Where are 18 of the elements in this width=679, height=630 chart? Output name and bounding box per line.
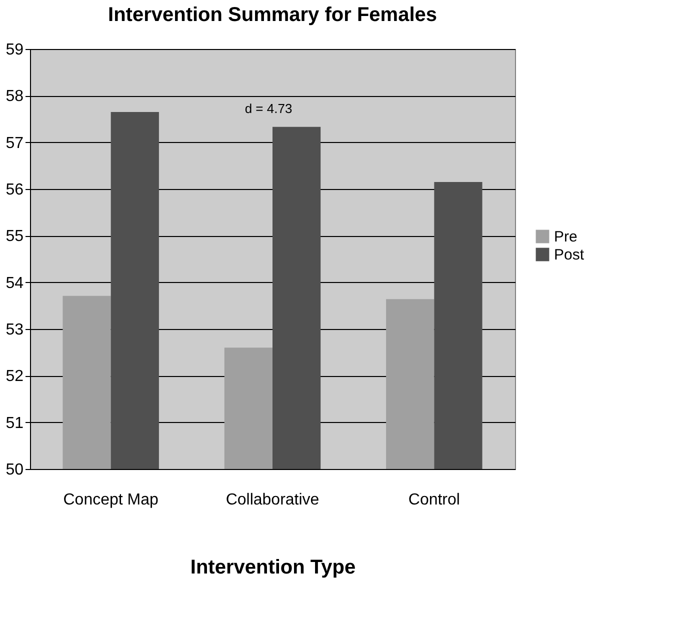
y-tick-label: 57 — [6, 134, 24, 152]
legend-label: Post — [554, 246, 585, 264]
y-tick-label: 59 — [6, 42, 24, 58]
y-tick-label: 50 — [6, 462, 24, 478]
x-tick-label: Collaborative — [226, 492, 320, 508]
x-axis-title: Intervention Type — [190, 556, 356, 578]
chart-title: Intervention Summary for Females — [108, 4, 437, 26]
y-tick-label: 53 — [6, 322, 24, 338]
y-tick-label: 51 — [6, 414, 24, 432]
y-tick-label: 52 — [6, 368, 24, 386]
legend-label: Pre — [554, 228, 578, 246]
annotation: d = 4.73 — [244, 101, 292, 116]
y-tick-label: 55 — [6, 228, 24, 246]
y-tick-label: 58 — [6, 88, 24, 106]
y-tick-label: 56 — [6, 182, 24, 198]
x-tick-label: Control — [408, 492, 460, 508]
x-tick-label: Concept Map — [63, 492, 159, 508]
y-tick-label: 54 — [6, 274, 24, 292]
